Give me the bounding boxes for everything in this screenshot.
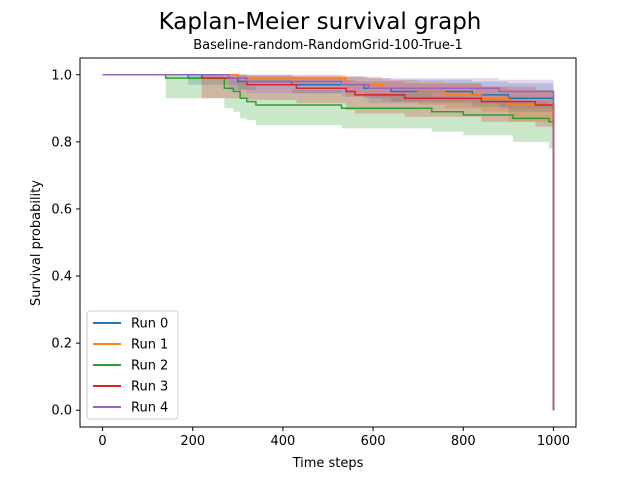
legend-label-run-3: Run 3 xyxy=(131,380,168,395)
legend-frame xyxy=(86,310,179,420)
x-axis-title: Time steps xyxy=(292,456,364,471)
plot-area-frame xyxy=(79,57,577,428)
x-tick-label: 0 xyxy=(98,434,106,449)
legend-label-run-4: Run 4 xyxy=(131,401,168,416)
y-tick-label: 0.0 xyxy=(51,404,72,419)
legend-label-run-2: Run 2 xyxy=(131,359,168,374)
y-axis-title: Survival probability xyxy=(29,180,44,306)
survival-curve-run-4 xyxy=(102,74,555,411)
y-tick-label: 0.4 xyxy=(51,270,72,285)
x-tick-label: 600 xyxy=(361,434,386,449)
x-tick-label: 1000 xyxy=(537,434,570,449)
confidence-band-run-4 xyxy=(102,74,554,110)
chart-title: Kaplan-Meier survival graph xyxy=(159,9,482,35)
survival-curve-run-2 xyxy=(102,74,555,411)
confidence-band-run-0 xyxy=(102,74,554,117)
confidence-band-run-2 xyxy=(102,74,554,149)
legend-label-run-1: Run 1 xyxy=(131,338,168,353)
legend-label-run-0: Run 0 xyxy=(131,317,168,332)
x-tick-label: 800 xyxy=(451,434,476,449)
x-tick-label: 200 xyxy=(180,434,205,449)
y-axis-ticks: 0.0 0.2 0.4 0.6 0.8 1.0 xyxy=(51,68,80,419)
survival-curve-run-1 xyxy=(102,74,555,411)
y-tick-label: 1.0 xyxy=(51,68,72,83)
survival-curves xyxy=(102,74,555,411)
confidence-band-run-1 xyxy=(102,74,554,132)
confidence-bands xyxy=(102,74,554,149)
legend: Run 0 Run 1 Run 2 Run 3 Run 4 xyxy=(86,310,179,420)
y-tick-label: 0.2 xyxy=(51,337,72,352)
x-axis-ticks: 0 200 400 600 800 1000 xyxy=(98,427,570,449)
y-tick-label: 0.8 xyxy=(51,135,72,150)
chart-subtitle: Baseline-random-RandomGrid-100-True-1 xyxy=(193,38,463,53)
x-tick-label: 400 xyxy=(270,434,295,449)
y-tick-label: 0.6 xyxy=(51,202,72,217)
